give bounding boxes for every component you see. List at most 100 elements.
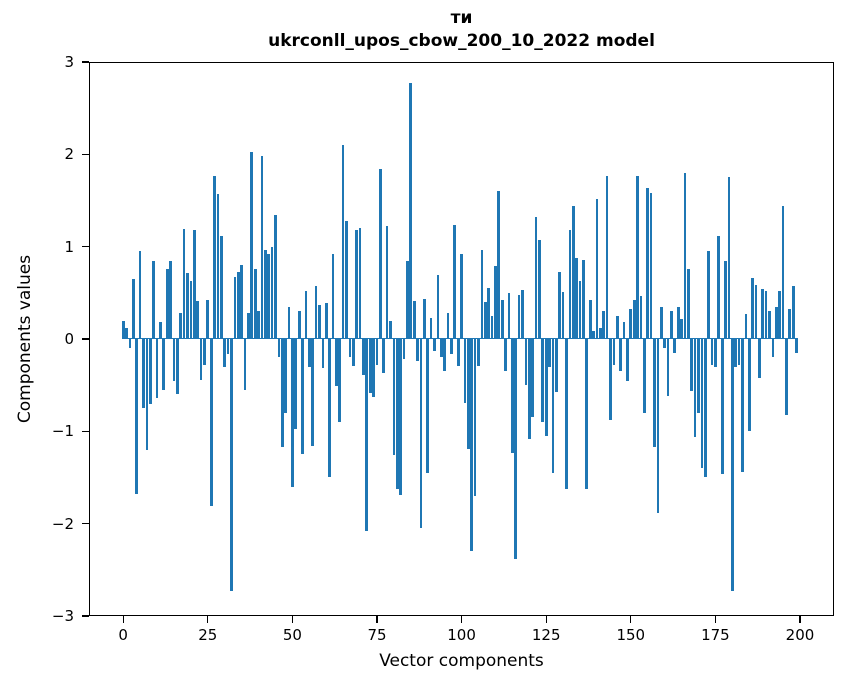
bar (490, 315, 494, 339)
bar (676, 306, 680, 339)
bar (294, 338, 298, 430)
bar (138, 251, 142, 339)
bar (379, 169, 382, 339)
bar (551, 338, 555, 473)
bar (162, 338, 166, 390)
x-axis-label: Vector components (379, 651, 544, 671)
bar (284, 338, 287, 413)
bar (253, 268, 257, 339)
bar (392, 338, 396, 456)
bar (142, 338, 145, 409)
y-tick-label: 2 (64, 145, 74, 164)
bar (345, 220, 348, 339)
bar (659, 306, 663, 339)
bar (605, 176, 609, 339)
bar (470, 338, 474, 552)
bar (683, 172, 687, 339)
bar (727, 177, 731, 339)
bar (666, 338, 670, 397)
bar (362, 338, 365, 375)
x-tick-label: 100 (447, 626, 476, 644)
bar (521, 290, 524, 339)
bar (524, 338, 528, 386)
bar (795, 338, 798, 353)
y-tick-mark (82, 522, 89, 525)
bar (615, 315, 619, 339)
bar (531, 338, 534, 418)
bar (568, 230, 572, 339)
bar (219, 235, 223, 339)
bar (622, 322, 626, 339)
x-tick-mark (376, 616, 378, 623)
bar (703, 338, 707, 478)
bar (578, 280, 582, 339)
x-tick-label: 25 (198, 626, 218, 644)
bar (148, 338, 152, 404)
bar (534, 217, 538, 339)
bar (480, 250, 484, 339)
bar (270, 246, 274, 339)
bar (754, 284, 758, 339)
bar (541, 338, 545, 423)
bar (341, 145, 345, 339)
bar (165, 268, 169, 339)
bar (653, 338, 656, 447)
bar (693, 338, 697, 437)
bar (791, 286, 795, 339)
bar (436, 275, 440, 339)
bar (483, 302, 487, 339)
bar (358, 228, 362, 339)
bar (710, 338, 714, 365)
bar (226, 338, 230, 354)
bar (656, 338, 660, 513)
bar (646, 188, 650, 339)
bar (649, 193, 653, 339)
x-tick-mark (545, 616, 547, 623)
bar (595, 198, 599, 339)
bar (399, 338, 403, 496)
bar (609, 338, 612, 421)
bar (389, 321, 392, 339)
bar (304, 290, 308, 339)
bar (626, 338, 629, 382)
bar (494, 266, 497, 339)
bar (135, 338, 139, 495)
bar (487, 288, 490, 339)
bar (456, 338, 460, 366)
bar (375, 338, 379, 365)
bar (179, 313, 183, 339)
bar (409, 83, 413, 339)
bar (730, 338, 734, 592)
bar (291, 338, 294, 487)
bar (744, 314, 748, 339)
bar (514, 338, 518, 559)
bar (338, 338, 342, 423)
bar (538, 240, 541, 339)
bar (236, 271, 240, 339)
bar (132, 278, 135, 339)
bar (632, 300, 636, 339)
bar (768, 311, 771, 339)
bar (186, 272, 189, 339)
bar (446, 313, 450, 339)
bar (619, 338, 622, 372)
bar (592, 330, 595, 339)
x-tick-label: 0 (118, 626, 128, 644)
bar (152, 260, 155, 339)
bar (690, 338, 694, 391)
bar (419, 338, 423, 529)
bar (741, 338, 744, 472)
x-tick-label: 175 (701, 626, 730, 644)
bar (764, 290, 768, 339)
bar (402, 338, 406, 360)
bar (642, 338, 646, 413)
bar (761, 289, 765, 339)
bar (714, 338, 717, 367)
x-tick-label: 150 (616, 626, 646, 644)
bar (355, 230, 359, 339)
chart-title: ти (450, 8, 473, 28)
bar (247, 313, 250, 339)
bar (196, 301, 199, 339)
bar (463, 338, 467, 403)
